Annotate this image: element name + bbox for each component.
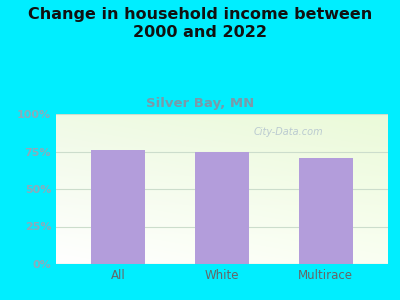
Bar: [299, 158, 353, 264]
Bar: [195, 152, 249, 264]
Text: City-Data.com: City-Data.com: [254, 127, 323, 137]
Text: Silver Bay, MN: Silver Bay, MN: [146, 98, 254, 110]
Bar: [91, 150, 145, 264]
Text: Change in household income between
2000 and 2022: Change in household income between 2000 …: [28, 8, 372, 40]
